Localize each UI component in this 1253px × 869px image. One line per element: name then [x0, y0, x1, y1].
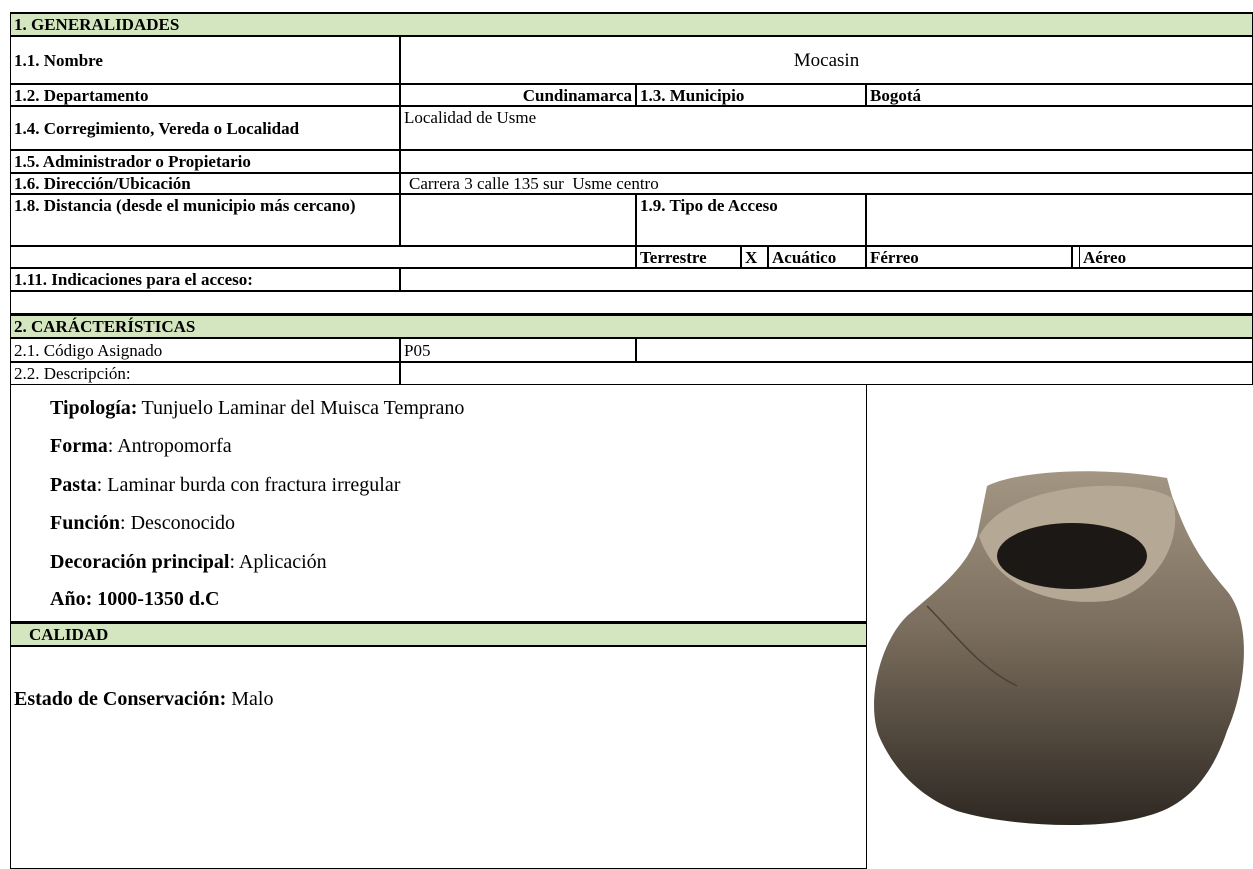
label: 1.3. Municipio [640, 85, 745, 105]
empty-cell [400, 362, 1253, 385]
field-value: Cundinamarca [400, 84, 636, 106]
detail-line: Decoración principal: Aplicación [50, 551, 327, 574]
access-option: Terrestre [636, 246, 741, 268]
value: Bogotá [870, 85, 921, 105]
field-label: 1.6. Dirección/Ubicación [10, 173, 400, 194]
field-label: 1.2. Departamento [10, 84, 400, 106]
option: Férreo [870, 247, 919, 267]
option: Terrestre [640, 247, 707, 267]
value: Malo [231, 688, 274, 710]
section-header: 2. CARÁCTERÍSTICAS [10, 314, 1253, 338]
label: 1.2. Departamento [14, 85, 149, 105]
label: 2.2. Descripción: [14, 364, 131, 383]
field-label: 1.8. Distancia (desde el municipio más c… [10, 194, 400, 246]
detail-label: Forma [50, 435, 108, 457]
description-box [10, 385, 867, 622]
detail-label: Pasta [50, 474, 97, 496]
access-mark: X [741, 246, 768, 268]
field-value: Bogotá [866, 84, 1253, 106]
empty-row [10, 291, 1253, 314]
value: Localidad de Usme [404, 108, 537, 127]
field-label: 1.1. Nombre [10, 36, 400, 84]
field-value [866, 194, 1253, 246]
access-option: Acuático [768, 246, 866, 268]
detail-label: Decoración principal [50, 551, 230, 573]
empty-cell [636, 338, 1253, 362]
detail-value: Tunjuelo Laminar del Muisca Temprano [141, 397, 465, 419]
section-title: 1. GENERALIDADES [14, 15, 180, 34]
detail-label: Año: 1000-1350 d.C [50, 588, 220, 610]
field-label: 1.5. Administrador o Propietario [10, 150, 400, 173]
detail-line: Tipología: Tunjuelo Laminar del Muisca Te… [50, 397, 464, 420]
field-label: 1.9. Tipo de Acceso [636, 194, 866, 246]
value: Cundinamarca [522, 85, 632, 105]
field-label: 1.3. Municipio [636, 84, 866, 106]
section-title: 2. CARÁCTERÍSTICAS [14, 317, 196, 336]
access-option: Aéreo [1079, 246, 1253, 268]
value: Mocasin [793, 49, 860, 71]
section-header: CALIDAD [10, 622, 867, 646]
label: 1.1. Nombre [14, 50, 103, 70]
field-label: 2.1. Código Asignado [10, 338, 400, 362]
option: X [745, 247, 758, 267]
detail-label: Función [50, 512, 121, 534]
label: 1.8. Distancia (desde el municipio más c… [14, 196, 356, 215]
detail-line: Forma: Antropomorfa [50, 435, 232, 458]
detail-value: : Desconocido [120, 512, 236, 534]
label: Estado de Conservación: [14, 688, 227, 710]
label: 1.11. Indicaciones para el acceso: [14, 270, 253, 289]
detail-line: Función: Desconocido [50, 512, 235, 535]
field-label: 2.2. Descripción: [10, 362, 400, 385]
detail-value: : Laminar burda con fractura irregular [96, 474, 401, 496]
empty-cell [10, 246, 636, 268]
detail-value: : Antropomorfa [107, 435, 232, 457]
condition-box: Estado de Conservación: Malo [10, 646, 867, 869]
field-value [400, 150, 1253, 173]
detail-value: : Aplicación [229, 551, 327, 573]
field-label: 1.11. Indicaciones para el acceso: [10, 268, 400, 291]
option: Aéreo [1083, 247, 1127, 267]
detail-line: Año: 1000-1350 d.C [50, 588, 223, 611]
label: 1.6. Dirección/Ubicación [14, 174, 191, 193]
label: 1.4. Corregimiento, Vereda o Localidad [14, 118, 300, 138]
field-value: Localidad de Usme [400, 106, 1253, 150]
access-option: Férreo [866, 246, 1072, 268]
label: 2.1. Código Asignado [14, 340, 163, 360]
value: Carrera 3 calle 135 sur Usme centro [409, 174, 659, 193]
field-value [400, 268, 1253, 291]
pottery-image [874, 471, 1244, 826]
detail-line: Pasta: Laminar burda con fractura irregu… [50, 474, 400, 497]
detail-label: Tipología: [50, 397, 138, 419]
option: Acuático [772, 247, 837, 267]
field-label: 1.4. Corregimiento, Vereda o Localidad [10, 106, 400, 150]
label: 1.5. Administrador o Propietario [14, 152, 251, 171]
value: P05 [404, 340, 431, 360]
pot-opening [997, 523, 1147, 589]
section-title: CALIDAD [29, 625, 109, 644]
section-header: 1. GENERALIDADES [10, 12, 1253, 36]
field-value: Carrera 3 calle 135 sur Usme centro [400, 173, 1253, 194]
field-value: Mocasin [400, 36, 1253, 84]
pot-crack [926, 605, 1018, 687]
field-value: P05 [400, 338, 636, 362]
label: 1.9. Tipo de Acceso [640, 196, 778, 215]
field-value [400, 194, 636, 246]
